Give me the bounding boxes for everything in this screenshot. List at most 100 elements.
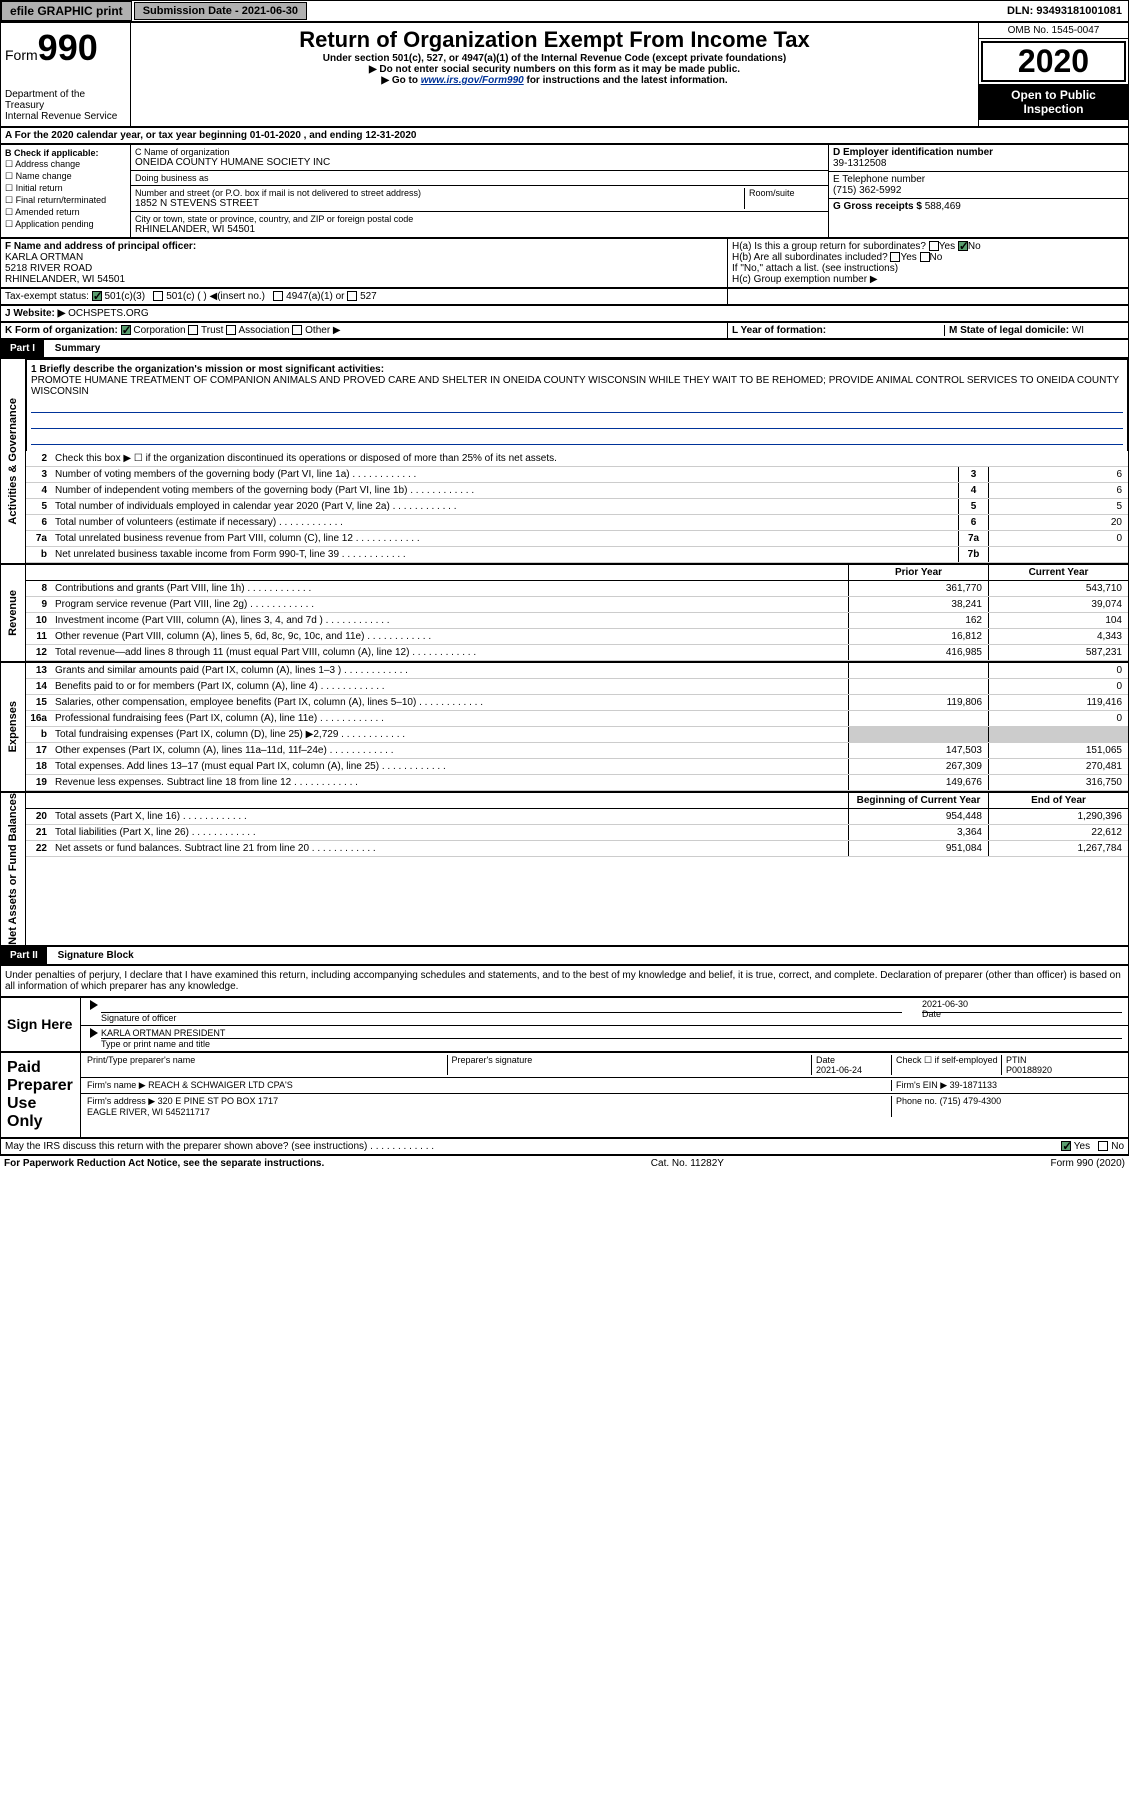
form-label: Form — [5, 47, 38, 63]
ha-no[interactable] — [958, 241, 968, 251]
firm-phone-cell: Phone no. (715) 479-4300 — [892, 1096, 1122, 1117]
officer-label: F Name and address of principal officer: — [5, 241, 723, 252]
row-i: Tax-exempt status: 501(c)(3) 501(c) ( ) … — [0, 288, 1129, 305]
cb-trust[interactable] — [188, 325, 198, 335]
row-fh: F Name and address of principal officer:… — [0, 238, 1129, 288]
ein-label2: Firm's EIN ▶ — [896, 1080, 947, 1090]
sig-date-label: Date — [922, 1009, 941, 1019]
check-final[interactable]: ☐ Final return/terminated — [5, 195, 126, 206]
header-right: OMB No. 1545-0047 2020 Open to Public In… — [978, 23, 1128, 126]
org-name-cell: C Name of organization ONEIDA COUNTY HUM… — [131, 145, 828, 171]
officer-value: KARLA ORTMAN 5218 RIVER ROAD RHINELANDER… — [5, 252, 723, 285]
cb-527[interactable] — [347, 291, 357, 301]
header-sub1: Under section 501(c), 527, or 4947(a)(1)… — [135, 53, 974, 64]
address-label: Number and street (or P.O. box if mail i… — [135, 188, 744, 198]
cb-other[interactable] — [292, 325, 302, 335]
dba-label: Doing business as — [135, 173, 824, 183]
cb-501c3[interactable] — [92, 291, 102, 301]
opt-assoc: Association — [238, 325, 289, 336]
efile-button[interactable]: efile GRAPHIC print — [1, 1, 132, 21]
cb-corp[interactable] — [121, 325, 131, 335]
check-name[interactable]: ☐ Name change — [5, 171, 126, 182]
lm-cell: L Year of formation: M State of legal do… — [728, 323, 1128, 338]
line-2: 2Check this box ▶ ☐ if the organization … — [26, 451, 1128, 467]
dept-label: Department of the Treasury Internal Reve… — [5, 89, 126, 122]
officer-cell: F Name and address of principal officer:… — [1, 239, 728, 287]
mission-line3 — [31, 431, 1123, 445]
cb-assoc[interactable] — [226, 325, 236, 335]
gross-cell: G Gross receipts $ 588,469 — [829, 199, 1128, 214]
may-yes[interactable] — [1061, 1141, 1071, 1151]
part2-title: Signature Block — [50, 948, 142, 963]
line-16a: 16a Professional fundraising fees (Part … — [26, 711, 1128, 727]
m-label: M State of legal domicile: — [949, 325, 1069, 336]
h-note: If "No," attach a list. (see instruction… — [732, 263, 1124, 274]
net-content: Beginning of Current Year End of Year 20… — [26, 793, 1128, 945]
footer-right: Form 990 (2020) — [1051, 1158, 1125, 1169]
check-amended[interactable]: ☐ Amended return — [5, 207, 126, 218]
line-5: 5 Total number of individuals employed i… — [26, 499, 1128, 515]
line-17: 17 Other expenses (Part IX, column (A), … — [26, 743, 1128, 759]
sig-name: KARLA ORTMAN PRESIDENT — [101, 1028, 1122, 1039]
sig-officer-label: Signature of officer — [101, 1013, 176, 1023]
firm-phone-label: Phone no. — [896, 1096, 937, 1106]
prep-date-label: Date — [816, 1055, 891, 1065]
check-initial[interactable]: ☐ Initial return — [5, 183, 126, 194]
row-klm: K Form of organization: Corporation Trus… — [0, 322, 1129, 339]
ha-yes[interactable] — [929, 241, 939, 251]
line-22: 22 Net assets or fund balances. Subtract… — [26, 841, 1128, 857]
row-a: A For the 2020 calendar year, or tax yea… — [0, 127, 1129, 144]
sig-date-cell: 2021-06-30 Date — [922, 1012, 1122, 1023]
may-no[interactable] — [1098, 1141, 1108, 1151]
header-middle: Return of Organization Exempt From Incom… — [131, 23, 978, 126]
cb-4947[interactable] — [273, 291, 283, 301]
opt-501c3: 501(c)(3) — [104, 291, 145, 302]
prep-name-label: Print/Type preparer's name — [87, 1055, 448, 1075]
tax-status-cell: Tax-exempt status: 501(c)(3) 501(c) ( ) … — [1, 289, 728, 304]
b-header: B Check if applicable: — [5, 148, 126, 158]
exp-content: 13 Grants and similar amounts paid (Part… — [26, 663, 1128, 791]
section-net-assets: Net Assets or Fund Balances Beginning of… — [0, 792, 1129, 946]
opt-501c: 501(c) ( ) ◀(insert no.) — [166, 291, 265, 302]
part1-title: Summary — [47, 341, 109, 356]
mission-line1 — [31, 399, 1123, 413]
check-pending[interactable]: ☐ Application pending — [5, 219, 126, 230]
check-address[interactable]: ☐ Address change — [5, 159, 126, 170]
header-sub3a: ▶ Go to — [381, 75, 420, 86]
website-value: OCHSPETS.ORG — [68, 308, 149, 319]
line-14: 14 Benefits paid to or for members (Part… — [26, 679, 1128, 695]
begin-year-header: Beginning of Current Year — [848, 793, 988, 808]
header-sub2: ▶ Do not enter social security numbers o… — [135, 64, 974, 75]
line-9: 9 Program service revenue (Part VIII, li… — [26, 597, 1128, 613]
cb-501c[interactable] — [153, 291, 163, 301]
irs-link[interactable]: www.irs.gov/Form990 — [421, 75, 524, 86]
side-revenue: Revenue — [1, 565, 26, 661]
header-left: Form990 Department of the Treasury Inter… — [1, 23, 131, 126]
i-label: Tax-exempt status: — [5, 291, 89, 302]
opt-corp: Corporation — [133, 325, 185, 336]
line-6: 6 Total number of volunteers (estimate i… — [26, 515, 1128, 531]
omb-number: OMB No. 1545-0047 — [979, 23, 1128, 39]
hb-no[interactable] — [920, 252, 930, 262]
sig-line: Signature of officer — [101, 1012, 902, 1023]
header-sub3b: for instructions and the latest informat… — [524, 75, 728, 86]
sig-name-label: Type or print name and title — [101, 1039, 210, 1049]
line-10: 10 Investment income (Part VIII, column … — [26, 613, 1128, 629]
check-self[interactable]: Check ☐ if self-employed — [892, 1055, 1002, 1075]
prep-row1: Print/Type preparer's name Preparer's si… — [81, 1053, 1128, 1078]
line-3: 3 Number of voting members of the govern… — [26, 467, 1128, 483]
paid-right: Print/Type preparer's name Preparer's si… — [81, 1053, 1128, 1137]
mission-block: 1 Briefly describe the organization's mi… — [26, 359, 1128, 451]
paid-label: Paid Preparer Use Only — [1, 1053, 81, 1137]
ptin-cell: PTIN P00188920 — [1002, 1055, 1122, 1075]
firm-cell: Firm's name ▶ REACH & SCHWAIGER LTD CPA'… — [87, 1080, 892, 1091]
column-c: C Name of organization ONEIDA COUNTY HUM… — [131, 145, 828, 237]
row-j: J Website: ▶ OCHSPETS.ORG — [0, 305, 1129, 322]
k-label: K Form of organization: — [5, 325, 118, 336]
mission-label: 1 Briefly describe the organization's mi… — [31, 364, 1123, 375]
open-inspection: Open to Public Inspection — [979, 84, 1128, 120]
firm-addr-cell: Firm's address ▶ 320 E PINE ST PO BOX 17… — [87, 1096, 892, 1117]
prep-row2: Firm's name ▶ REACH & SCHWAIGER LTD CPA'… — [81, 1078, 1128, 1094]
hb-yes[interactable] — [890, 252, 900, 262]
prep-row3: Firm's address ▶ 320 E PINE ST PO BOX 17… — [81, 1094, 1128, 1119]
